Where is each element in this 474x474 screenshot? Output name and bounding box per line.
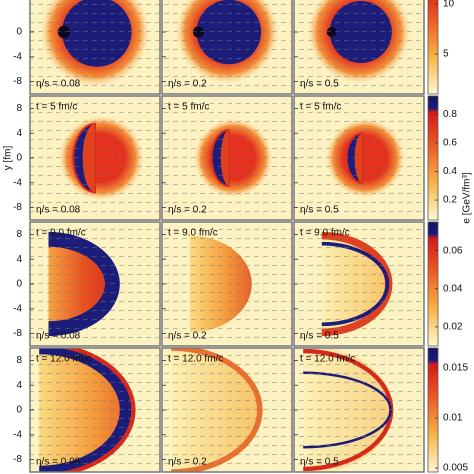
y-tick-label: -8 [13,328,22,339]
velocity-field [162,0,292,94]
velocity-field [30,222,160,346]
time-label: t = 5 fm/c [168,102,209,113]
time-label: t = 12.0 fm/c [36,354,91,365]
panel-label: η/s = 0.08 [36,457,81,468]
y-tick-label: -4 [13,429,22,440]
time-label: t = 9.0 fm/c [300,228,350,239]
colorbar-tick-label: 0.005 [443,463,468,474]
panel-label: η/s = 0.2 [168,205,207,216]
panel-label: η/s = 0.5 [300,79,339,90]
colorbar-tick-label: 0.06 [443,245,463,256]
panels: η/s = 0.08 0 -4 -8 η/s = 0.2 η/s = 0.5 10 5 t = … [3,0,473,474]
time-label: t = 12.0 fm/c [300,354,355,365]
y-tick-label: -4 [13,177,22,188]
colorbar [427,347,439,473]
colorbar [427,221,439,347]
velocity-field [294,96,424,220]
colorbar-tick-label: 0.02 [443,322,463,333]
panel-label: η/s = 0.5 [300,205,339,216]
heatmap-panel [30,96,160,220]
colorbar-tick-label: 0.2 [443,195,457,206]
y-tick-label: -8 [13,454,22,465]
velocity-field [294,348,424,472]
y-tick-label: -4 [13,51,22,62]
y-tick-label: 0 [16,27,22,38]
colorbar-label: e [GeV/fm³] [462,172,473,223]
velocity-field [30,96,160,220]
heatmap-panel [162,222,292,346]
heatmap-panel [162,348,292,472]
colorbar-tick-label: 0.04 [443,283,463,294]
time-label: t = 5 fm/c [300,102,341,113]
heatmap-panel [294,96,424,220]
heatmap-panel [294,348,424,472]
colorbar-tick-label: 0.015 [443,363,468,374]
y-tick-label: 0 [16,153,22,164]
velocity-field [30,0,160,94]
y-tick-label: 4 [16,254,22,265]
colorbar-tick-label: 0.6 [443,138,457,149]
panel-label: η/s = 0.2 [168,457,207,468]
panel-label: η/s = 0.5 [300,457,339,468]
heatmap-panel [162,0,292,94]
heatmap-panel [30,222,160,346]
colorbar-tick-label: 0.4 [443,166,457,177]
velocity-field [294,0,424,94]
heatmap-panel [30,348,160,472]
colorbar-tick-label: 10 [443,0,455,10]
colorbar-tick-label: 5 [443,49,449,60]
y-tick-label: 4 [16,380,22,391]
y-tick-label: 8 [16,355,22,366]
y-tick-label: 0 [16,405,22,416]
y-tick-label: 4 [16,128,22,139]
y-tick-label: 8 [16,229,22,240]
heatmap-panel [162,96,292,220]
heatmap-panel [30,0,160,94]
panel-label: η/s = 0.5 [300,331,339,342]
heatmap-panel [294,222,424,346]
velocity-field [162,222,292,346]
panel-label: η/s = 0.08 [36,205,81,216]
velocity-field [162,96,292,220]
y-tick-label: 8 [16,103,22,114]
time-label: t = 9.0 fm/c [36,228,86,239]
heatmap-panel [294,0,424,94]
velocity-field [162,348,292,472]
colorbar [427,0,439,95]
panel-label: η/s = 0.08 [36,331,81,342]
colorbar-tick-label: 0.01 [443,413,463,424]
panel-label: η/s = 0.2 [168,79,207,90]
time-label: t = 12.0 fm/c [168,354,223,365]
y-axis-label: y [fm] [3,146,14,171]
time-label: t = 9.0 fm/c [168,228,218,239]
panel-label: η/s = 0.08 [36,79,81,90]
y-tick-label: -8 [13,76,22,87]
velocity-field [30,348,160,472]
y-tick-label: -4 [13,303,22,314]
colorbar [427,95,439,221]
colorbar-tick-label: 0.8 [443,109,457,120]
velocity-field [294,222,424,346]
panel-label: η/s = 0.2 [168,331,207,342]
y-tick-label: 0 [16,279,22,290]
time-label: t = 5 fm/c [36,102,77,113]
y-tick-label: -8 [13,202,22,213]
